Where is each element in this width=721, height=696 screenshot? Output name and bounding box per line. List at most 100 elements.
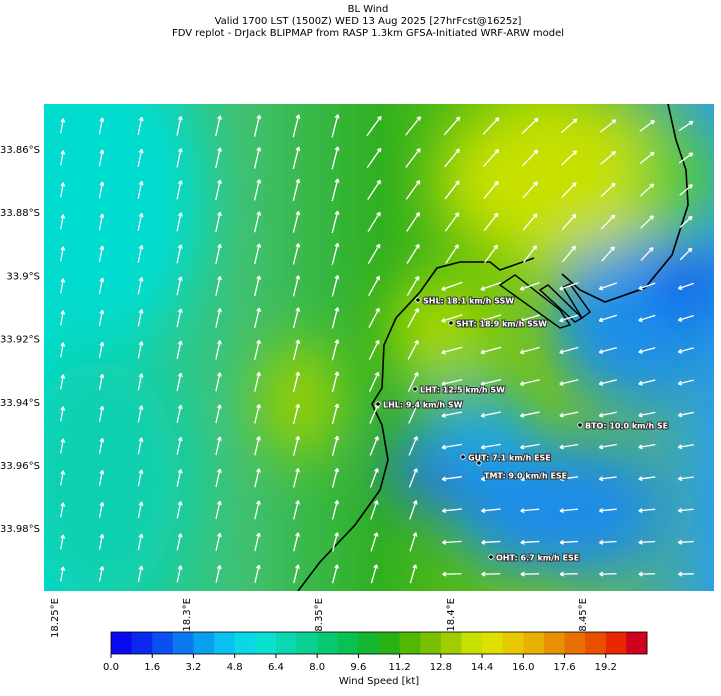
wind-arrow — [480, 346, 502, 355]
wind-arrow — [598, 508, 617, 514]
wind-arrow — [331, 114, 340, 138]
wind-arrow — [481, 539, 501, 545]
wind-arrow — [598, 411, 617, 418]
wind-arrow — [60, 118, 66, 134]
colorbar-tick-label: 6.4 — [268, 662, 284, 673]
wind-arrow — [292, 146, 301, 170]
wind-arrow — [638, 443, 656, 450]
wind-arrow — [60, 502, 66, 518]
wind-arrow — [638, 476, 656, 482]
colorbar-tick-label: 9.6 — [350, 662, 366, 673]
wind-arrow — [331, 371, 340, 393]
wind-arrow — [639, 151, 655, 165]
wind-arrow — [370, 500, 379, 520]
station-dot — [412, 386, 418, 392]
wind-arrow — [559, 539, 578, 545]
wind-arrow — [677, 411, 694, 418]
lon-label: 18.4°E — [446, 598, 457, 632]
wind-arrow — [137, 212, 144, 231]
colorbar-segment — [420, 632, 442, 654]
colorbar-tick-label: 14.4 — [471, 662, 493, 673]
wind-arrow — [522, 213, 538, 231]
wind-arrow — [215, 243, 222, 264]
wind-arrow — [677, 379, 694, 386]
wind-arrow — [600, 150, 616, 165]
station-label: SHT: 18.9 km/h SSW — [456, 320, 547, 329]
wind-arrow — [480, 476, 501, 482]
wind-arrow — [176, 308, 183, 328]
wind-arrow — [679, 184, 693, 196]
wind-arrow — [137, 180, 144, 199]
wind-arrow — [137, 533, 144, 551]
wind-arrow — [98, 501, 105, 518]
colorbar-segment — [234, 632, 256, 654]
wind-arrow — [292, 114, 301, 138]
wind-arrow — [600, 182, 616, 198]
wind-arrow — [519, 314, 540, 323]
wind-arrow — [441, 281, 463, 291]
wind-arrow — [176, 276, 183, 296]
wind-arrow — [638, 411, 656, 418]
wind-arrow — [176, 340, 183, 360]
colorbar-segment — [379, 632, 401, 654]
wind-arrow — [254, 532, 261, 552]
colorbar-segment — [172, 632, 194, 654]
wind-arrow — [292, 210, 301, 233]
colorbar-tick-label: 16.0 — [512, 662, 534, 673]
wind-arrow — [561, 150, 578, 166]
wind-arrow — [98, 309, 105, 326]
wind-arrow — [98, 213, 105, 231]
wind-arrow — [677, 507, 694, 513]
wind-arrow — [331, 339, 340, 361]
wind-arrow — [215, 404, 222, 424]
wind-arrow — [176, 501, 183, 519]
wind-arrow — [407, 371, 419, 392]
wind-arrow — [215, 372, 222, 392]
wind-arrow — [519, 346, 540, 355]
wind-arrow — [483, 212, 499, 232]
wind-arrow — [559, 508, 579, 514]
wind-arrow — [519, 281, 540, 291]
wind-arrow — [253, 114, 262, 137]
wind-arrow — [98, 245, 105, 263]
lat-label: 33.96°S — [0, 461, 40, 472]
colorbar-tick-label: 19.2 — [595, 662, 617, 673]
wind-arrow — [441, 314, 463, 323]
wind-arrow — [137, 309, 144, 327]
wind-arrow — [639, 119, 655, 132]
wind-arrow — [678, 152, 694, 164]
wind-arrow — [519, 379, 540, 386]
wind-arrow — [60, 182, 66, 198]
lat-label: 33.9°S — [6, 271, 40, 282]
wind-arrow — [677, 314, 694, 322]
station-label: LHL: 9.4 km/h SW — [383, 401, 463, 410]
colorbar-segment — [461, 632, 483, 654]
colorbar-segment — [440, 632, 462, 654]
wind-arrow — [599, 571, 617, 577]
wind-arrow — [480, 443, 501, 450]
wind-arrow — [406, 211, 420, 232]
colorbar-tick-label: 1.6 — [144, 662, 160, 673]
wind-arrow — [293, 435, 301, 456]
wind-arrow — [331, 307, 340, 329]
wind-arrow — [405, 116, 422, 136]
wind-arrow — [408, 403, 419, 424]
wind-arrow — [331, 500, 340, 520]
wind-arrow — [254, 307, 262, 329]
wind-arrow — [444, 180, 460, 200]
wind-arrow — [405, 180, 421, 200]
wind-arrow — [98, 181, 105, 199]
wind-arrow — [331, 274, 340, 297]
wind-arrow — [293, 564, 300, 584]
wind-arrow — [601, 246, 615, 262]
lon-label: 18.25°E — [50, 598, 61, 638]
wind-arrow — [638, 347, 656, 354]
wind-arrow — [638, 379, 656, 386]
wind-arrow — [441, 476, 462, 482]
colorbar-tick-label: 8.0 — [309, 662, 325, 673]
wind-arrow — [441, 508, 462, 514]
colorbar-segment — [564, 632, 586, 654]
station-label: LHT: 12.5 km/h SW — [420, 386, 505, 395]
wind-arrow — [677, 571, 694, 577]
wind-arrow — [559, 571, 578, 577]
